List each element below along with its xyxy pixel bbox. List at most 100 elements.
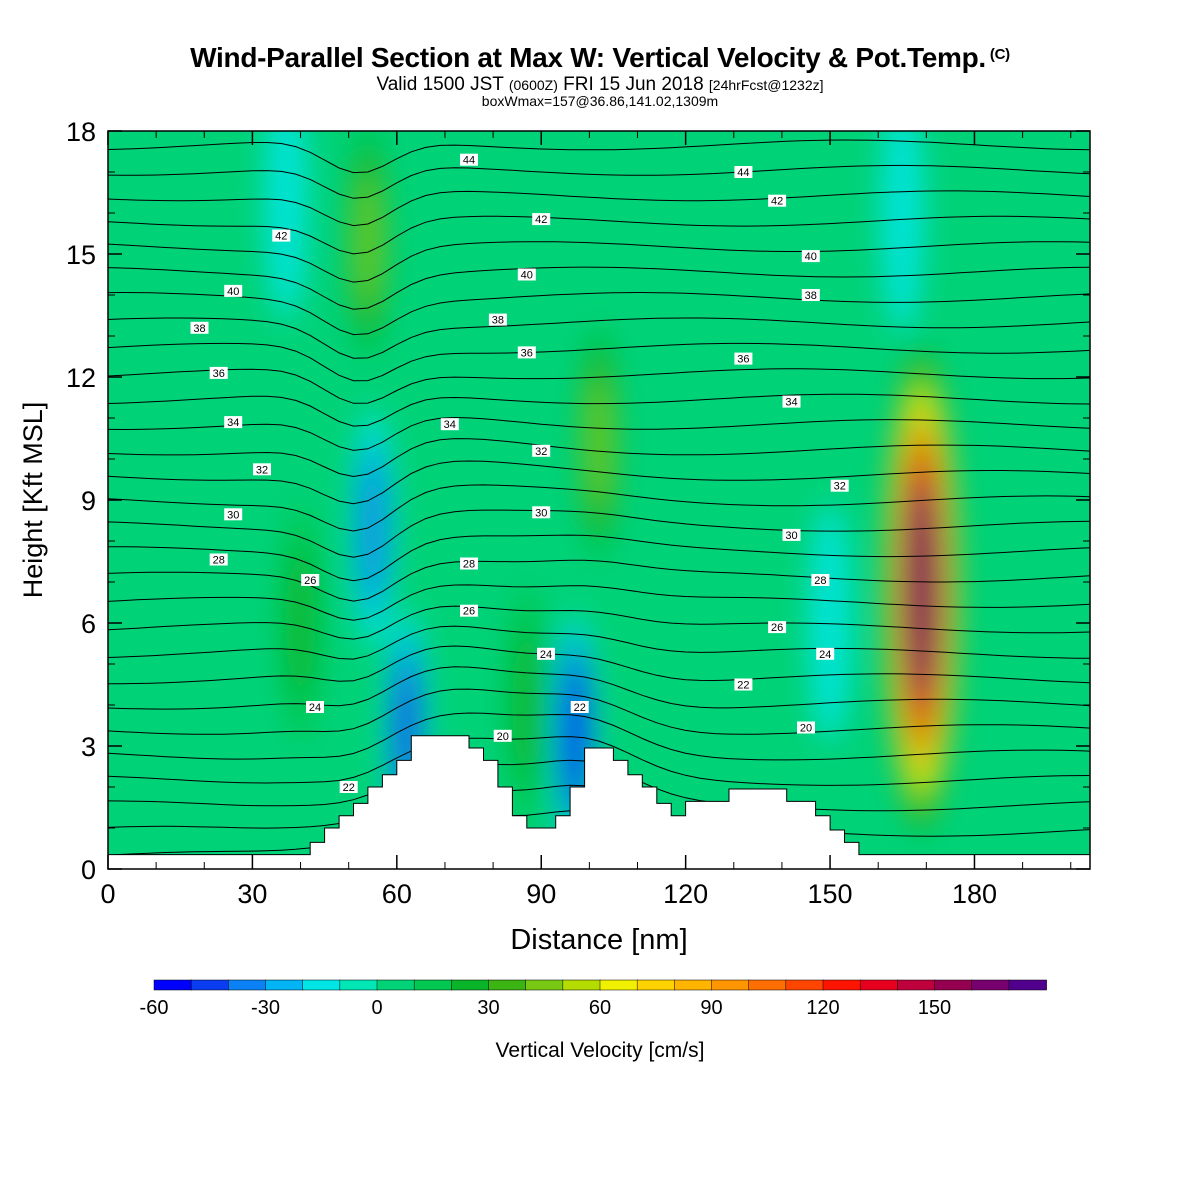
theta-label-box bbox=[488, 313, 507, 326]
theta-label-box bbox=[460, 604, 478, 617]
theta-label-box bbox=[816, 647, 835, 660]
box-max-info: boxWmax=157@36.86,141.02,1309m bbox=[481, 93, 719, 109]
theta-label-text: 36 bbox=[213, 368, 225, 380]
theta-label: 42 bbox=[272, 229, 291, 243]
colorbar-swatch bbox=[153, 979, 193, 991]
theta-label-text: 44 bbox=[463, 155, 475, 167]
theta-label: 30 bbox=[782, 528, 801, 542]
theta-label-box bbox=[460, 153, 478, 166]
theta-label-box bbox=[339, 781, 358, 793]
theta-label-box bbox=[272, 229, 291, 242]
theta-contour-line bbox=[108, 605, 1090, 640]
theta-label-box bbox=[570, 701, 589, 713]
theta-label-box bbox=[782, 395, 801, 408]
theta-label: 34 bbox=[224, 416, 243, 429]
colorbar-tick-label: -30 bbox=[251, 997, 280, 1019]
theta-label-text: 38 bbox=[193, 323, 205, 335]
theta-label: 26 bbox=[301, 574, 320, 587]
colorbar-swatch bbox=[636, 979, 676, 991]
theta-label-text: 42 bbox=[535, 214, 547, 226]
y-tick-label: 0 bbox=[81, 855, 96, 885]
theta-label-box bbox=[830, 479, 849, 492]
colorbar-swatch bbox=[971, 979, 1010, 991]
theta-label-box bbox=[253, 463, 271, 476]
theta-label-box bbox=[532, 444, 551, 457]
theta-label-text: 42 bbox=[275, 231, 287, 243]
theta-label: 36 bbox=[734, 352, 753, 366]
theta-label-text: 32 bbox=[834, 481, 846, 493]
colorbar-swatch bbox=[599, 979, 639, 991]
colorbar-swatch bbox=[339, 979, 378, 991]
theta-label-box bbox=[493, 729, 512, 742]
theta-label: 26 bbox=[460, 604, 478, 618]
theta-label-box bbox=[517, 268, 536, 281]
colorbar-tick-label: 90 bbox=[700, 997, 722, 1019]
theta-label: 22 bbox=[734, 678, 753, 692]
theta-label: 38 bbox=[801, 289, 820, 302]
theta-label-text: 30 bbox=[535, 507, 547, 519]
y-tick-label: 15 bbox=[66, 240, 96, 270]
velocity-cell bbox=[285, 542, 316, 704]
velocity-cell bbox=[880, 131, 925, 333]
theta-label-text: 22 bbox=[737, 680, 749, 692]
x-tick-label: 90 bbox=[526, 879, 556, 909]
forecast-tag-label: [24hrFcst@1232z] bbox=[708, 77, 824, 93]
theta-contour-line bbox=[108, 266, 1090, 310]
colorbar-tick-label: 150 bbox=[918, 997, 951, 1019]
colorbar-tick-label: 30 bbox=[477, 997, 499, 1019]
theta-contour-line bbox=[108, 736, 1090, 786]
colorbar-swatch bbox=[859, 979, 899, 991]
x-tick-label: 0 bbox=[100, 879, 115, 909]
theta-label: 44 bbox=[734, 166, 753, 179]
theta-label-text: 26 bbox=[771, 622, 783, 634]
velocity-cell bbox=[264, 131, 309, 321]
theta-label: 22 bbox=[339, 781, 358, 794]
colorbar-swatch bbox=[265, 979, 304, 991]
theta-label-box bbox=[768, 194, 787, 207]
colorbar-swatch bbox=[1008, 979, 1047, 991]
theta-contour-line bbox=[108, 342, 1090, 382]
colorbar-swatch bbox=[748, 979, 787, 991]
theta-label: 38 bbox=[488, 313, 507, 327]
theta-label: 32 bbox=[532, 444, 551, 458]
theta-label: 24 bbox=[306, 701, 324, 714]
theta-contour-line bbox=[108, 460, 1090, 505]
x-tick-label: 60 bbox=[382, 879, 412, 909]
theta-label-text: 20 bbox=[800, 723, 812, 735]
theta-label-text: 30 bbox=[227, 509, 239, 521]
colorbar-tick-label: 60 bbox=[589, 997, 611, 1019]
y-tick-label: 12 bbox=[66, 363, 96, 393]
plot-area: 44 44 42 42 42 40 40 40 38 38 38 36 36 36 34 34 34 32 32 32… bbox=[108, 131, 1090, 869]
theta-label-text: 20 bbox=[497, 731, 509, 743]
theta-label-box bbox=[224, 508, 243, 521]
theta-label: 38 bbox=[190, 321, 209, 335]
theta-label-box bbox=[306, 701, 324, 713]
theta-label: 40 bbox=[224, 284, 243, 298]
theta-label-box bbox=[517, 346, 536, 359]
y-tick-label: 18 bbox=[66, 117, 96, 147]
theta-contour-line bbox=[108, 241, 1090, 283]
theta-label-text: 36 bbox=[521, 347, 533, 359]
copyright-mark: (C) bbox=[989, 46, 1010, 63]
theta-label-text: 22 bbox=[574, 702, 586, 714]
theta-label: 24 bbox=[816, 647, 835, 661]
theta-label-box bbox=[209, 553, 228, 566]
colorbar-swatch bbox=[674, 979, 713, 991]
theta-label-box bbox=[301, 574, 320, 586]
theta-label: 20 bbox=[493, 729, 512, 743]
valid-utc-label: (0600Z) bbox=[508, 77, 558, 93]
colorbar-tick-label: -60 bbox=[140, 997, 169, 1019]
theta-contour-line bbox=[108, 534, 1090, 582]
colorbar-swatch bbox=[785, 979, 824, 991]
theta-contour-line bbox=[108, 317, 1090, 359]
x-tick-label: 30 bbox=[237, 879, 267, 909]
x-axis-label: Distance [nm] bbox=[510, 924, 687, 956]
theta-label-text: 36 bbox=[737, 354, 749, 366]
theta-label: 28 bbox=[460, 557, 478, 571]
theta-contour-line bbox=[108, 393, 1090, 427]
theta-label: 36 bbox=[517, 346, 536, 359]
colorbar-tick-label: 120 bbox=[806, 997, 839, 1019]
theta-contour-line bbox=[108, 584, 1090, 621]
theta-label-box bbox=[801, 250, 820, 263]
theta-label-box bbox=[532, 506, 551, 519]
